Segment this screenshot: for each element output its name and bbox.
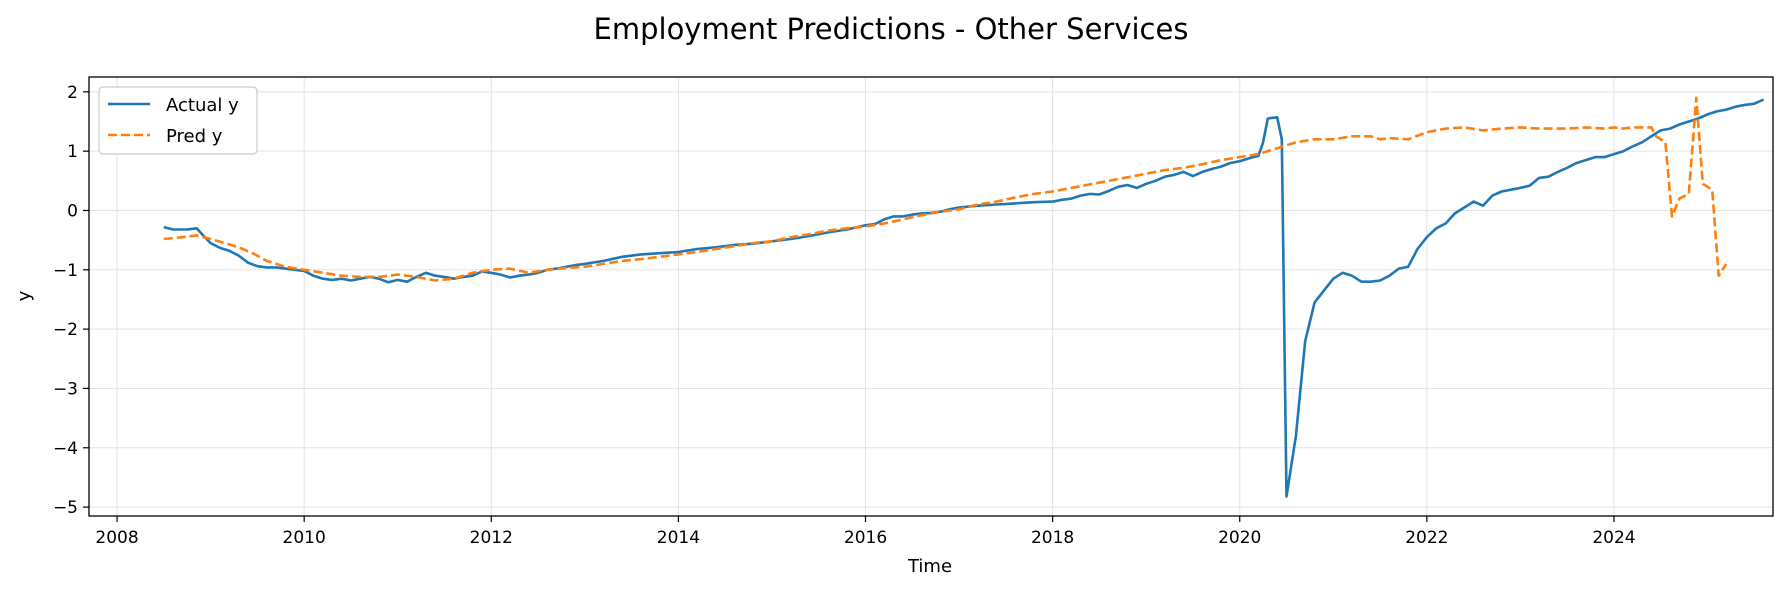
y-tick-label: −1	[53, 261, 78, 281]
x-axis: 2008 2010 2012 2014 2016 2018 2020 2022 2024	[95, 516, 1636, 548]
x-tick-label: 2024	[1592, 528, 1635, 548]
x-tick-label: 2020	[1218, 528, 1261, 548]
y-axis: 2 1 0 −1 −2 −3 −4 −5	[53, 83, 89, 518]
y-tick-label: 1	[67, 142, 78, 162]
y-axis-label: y	[14, 290, 35, 301]
chart-title: Employment Predictions - Other Services	[594, 12, 1189, 46]
y-tick-label: 0	[67, 201, 78, 221]
legend-label-pred: Pred y	[166, 126, 223, 147]
y-tick-label: −2	[53, 320, 78, 340]
x-tick-label: 2018	[1031, 528, 1074, 548]
y-tick-label: −4	[53, 439, 78, 459]
x-tick-label: 2012	[470, 528, 513, 548]
series-layer	[163, 96, 1765, 498]
y-tick-label: −3	[53, 379, 78, 399]
x-tick-label: 2014	[657, 528, 700, 548]
x-axis-label: Time	[907, 556, 952, 577]
y-tick-label: −5	[53, 498, 78, 518]
x-tick-label: 2022	[1405, 528, 1448, 548]
y-tick-label: 2	[67, 83, 78, 103]
gridlines	[89, 77, 1773, 516]
x-tick-label: 2010	[283, 528, 326, 548]
legend: Actual y Pred y	[98, 86, 258, 155]
series-line-pred-y	[163, 96, 1728, 282]
plot-frame	[88, 76, 1774, 517]
x-tick-label: 2016	[844, 528, 887, 548]
x-tick-label: 2008	[95, 528, 138, 548]
legend-label-actual: Actual y	[166, 95, 239, 116]
series-line-actual-y	[163, 98, 1765, 498]
